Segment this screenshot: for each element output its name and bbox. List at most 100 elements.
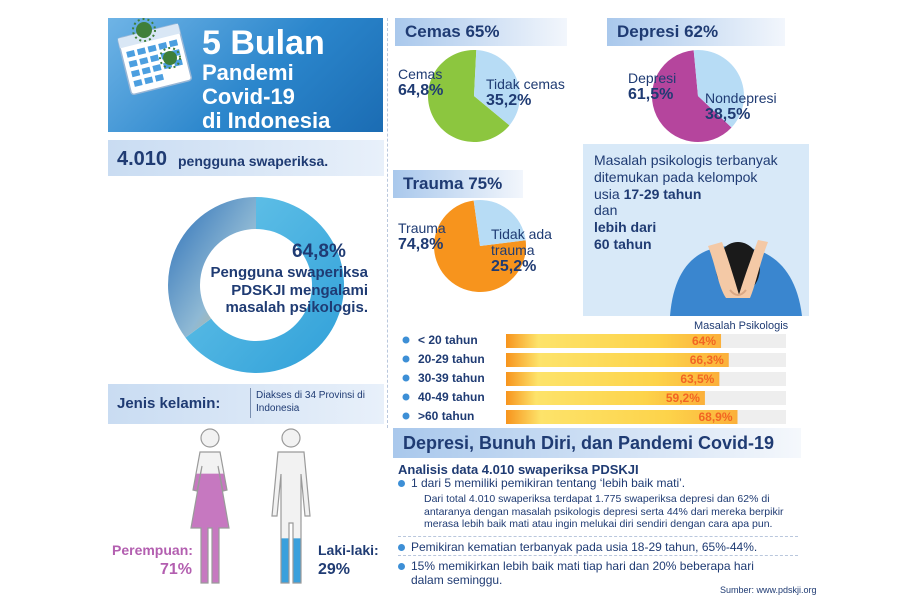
separator [398,555,798,556]
users-banner [108,140,384,176]
age-category-label: 40-49 tahun [418,390,485,404]
age-bullet-icon [402,336,410,344]
divider [250,388,251,418]
bullet-text: 15% memikirkan lebih baik mati tiap hari… [411,559,754,588]
tidak-trauma-label: Tidak ada trauma 25,2% [491,226,552,277]
caption-line: Pengguna swaperiksa [210,264,368,281]
trauma-value: 74,8% [398,236,444,254]
age-bullet-icon [402,374,410,382]
age-bar [506,391,705,405]
age-highlight-text: Masalah psikologis terbanyak ditemukan p… [594,152,784,253]
depresi-label: Depresi 61,5% [628,70,676,104]
nondepresi-slice [693,50,744,128]
cemas-header: Cemas 65% [395,18,567,46]
nondepresi-value: 38,5% [705,106,751,124]
male-value: 29% [318,561,351,578]
page-title: 5 Bulan Pandemi Covid-19 di Indonesia [202,26,330,132]
calendar-icon [117,18,192,96]
tidak-cemas-label: Tidak cemas 35,2% [486,76,565,110]
trauma-label: Trauma 74,8% [398,220,446,254]
main-donut-chart [168,197,344,373]
cemas-slice [428,50,510,142]
man-figure-icon [271,428,311,584]
age-highlight-line: lebih dari [594,219,657,236]
tidak-cemas-label-text: Tidak cemas [486,76,565,92]
caption-line: PDSKJI mengalami [231,281,368,299]
trauma-header: Trauma 75% [393,170,523,198]
tidak-trauma-slice [473,200,526,246]
trauma-pie-chart [434,200,526,292]
age-bar [506,410,738,424]
tidak-trauma-value: 25,2% [491,258,537,276]
cemas-pie-chart [428,50,520,142]
bullet-dot-icon [398,480,405,488]
gender-banner [108,384,384,424]
age-category-label: 20-29 tahun [418,352,485,366]
depresi-value: 61,5% [628,86,674,104]
title-line: 5 Bulan [202,24,325,62]
title-line: di Indonesia [202,108,331,133]
age-category-label: < 20 tahun [418,333,478,347]
age-bar [506,353,729,367]
analysis-title: Analisis data 4.010 swaperiksa PDSKJI [398,462,639,477]
stressed-person-icon [670,240,802,316]
age-category-label: 30-39 tahun [418,371,485,385]
male-label: Laki-laki: [318,542,379,558]
provinces-note: Diakses di 34 Provinsi di Indonesia [256,390,365,414]
donut-percent-label: 64,8% [292,241,346,262]
nondepresi-label-text: Nondepresi [705,90,777,106]
age-highlight-line: usia 17-29 tahun [594,186,784,203]
age-bullet-icon [402,355,410,363]
gender-heading: Jenis kelamin: [117,395,221,412]
depresi-header: Depresi 62% [607,18,785,46]
age-bullet-icon [402,393,410,401]
nondepresi-label: Nondepresi 38,5% [705,90,777,124]
cemas-label: Cemas 64,8% [398,66,443,100]
age-highlight-line: ditemukan pada kelompok [594,168,758,185]
depresi-label-text: Depresi [628,70,677,86]
cemas-value: 64,8% [398,82,444,100]
tidak-cemas-value: 35,2% [486,92,532,110]
woman-figure-icon [190,428,230,584]
separator [398,536,798,537]
bullet-dot-icon [398,544,405,552]
depresi-pie-chart [652,50,744,143]
tidak-cemas-slice [474,50,520,126]
age-highlight-prefix: usia [594,185,620,202]
users-count: 4.010 [117,148,168,170]
age-category-label: >60 tahun [418,409,474,423]
title-line: Pandemi [202,60,294,85]
bullet-item: Pemikiran kematian terbanyak pada usia 1… [398,540,798,554]
bullet-text: 1 dari 5 memiliki pemikiran tentang ‘leb… [411,476,686,490]
users-label: pengguna swaperiksa. [178,153,329,169]
title-line: Covid-19 [202,84,295,109]
bullet-item: 15% memikirkan lebih baik mati tiap hari… [398,559,778,588]
trauma-label-text: Trauma [398,220,446,236]
age-highlight-bold: 17-29 tahun [623,185,702,202]
age-bar-chart: < 20 tahun 64% 20-29 tahun 66,3% 30-39 tahun… [402,333,786,424]
bullet-item: 1 dari 5 memiliki pemikiran tentang ‘leb… [398,476,798,490]
source-note: Sumber: www.pdskji.org [720,585,817,595]
age-value-label: 64% [692,334,716,348]
age-value-label: 66,3% [690,353,724,367]
age-bar [506,334,722,348]
depresi-slice [652,50,732,143]
trauma-slice [434,200,526,292]
age-chart-title: Masalah Psikologis [694,320,789,332]
female-value: 71% [159,561,192,578]
age-bar [506,372,720,386]
age-bullet-icon [402,412,410,420]
caption-line: masalah psikologis. [225,299,368,317]
age-highlight-line: 60 tahun [594,235,652,252]
virus-icon [132,18,181,69]
cemas-label-text: Cemas [398,66,443,82]
age-value-label: 63,5% [680,372,714,386]
donut-slice-masalah [185,197,344,373]
tidak-trauma-label-text: Tidak ada [491,226,552,242]
female-label: Perempuan: [112,542,193,558]
male-fill-bar [272,538,310,583]
age-highlight-line: dan [594,202,618,219]
lower-section-header: Depresi, Bunuh Diri, dan Pandemi Covid-1… [393,428,801,458]
bullet-text: Pemikiran kematian terbanyak pada usia 1… [411,540,758,554]
tidak-trauma-label-text: trauma [491,242,535,259]
